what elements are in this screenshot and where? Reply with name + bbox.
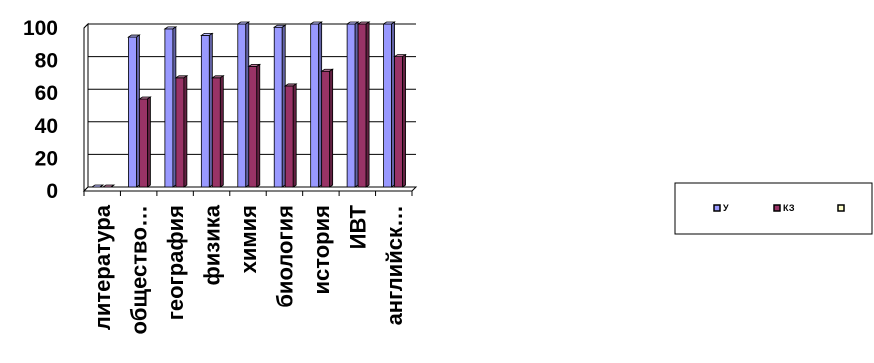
x-category-label: биология [272, 205, 297, 308]
x-category-label: физика [200, 204, 225, 285]
bar [346, 23, 356, 188]
legend: У КЗ [674, 182, 873, 235]
bar-side [147, 96, 151, 188]
legend-swatch [773, 204, 781, 212]
y-tick-label: 20 [35, 147, 58, 170]
bar-side [354, 21, 359, 188]
y-tick-label: 80 [35, 50, 58, 73]
bar-side [183, 75, 188, 188]
bar [139, 98, 148, 188]
bar [211, 77, 221, 188]
bars [90, 21, 407, 188]
bar-side [99, 184, 104, 188]
bar [284, 85, 294, 188]
y-tick-label: 100 [23, 17, 58, 40]
bar-side [219, 75, 224, 188]
y-axis-tick-labels: 0 20 40 60 80 100 [23, 17, 58, 203]
bar [321, 70, 331, 188]
x-category-label: ИВТ [345, 204, 370, 249]
bar [237, 23, 247, 188]
y-tick-label: 60 [35, 82, 58, 105]
bar-side [172, 26, 177, 188]
bar-side [391, 21, 395, 188]
x-category-label: химия [236, 205, 261, 273]
x-category-label: обществo… [127, 205, 152, 335]
bar [175, 77, 185, 188]
legend-swatch [837, 204, 845, 212]
bar-side [256, 63, 261, 188]
bar-side [208, 32, 213, 188]
bar [273, 26, 283, 188]
bar-side [110, 184, 115, 188]
bar-side [136, 34, 140, 188]
floor [82, 186, 418, 192]
x-category-label: история [309, 205, 334, 294]
y-tick-label: 40 [35, 115, 58, 138]
bar [164, 28, 174, 188]
legend-label: КЗ [783, 203, 795, 213]
bar [394, 56, 403, 188]
legend-label: У [723, 203, 729, 213]
legend-swatch [713, 204, 721, 212]
bar [248, 65, 258, 188]
plot-walls [82, 22, 418, 193]
bar [383, 23, 392, 188]
bar [200, 35, 210, 188]
bar-side [245, 21, 250, 188]
bar-side [318, 21, 323, 188]
bar [310, 23, 320, 188]
x-category-label: английск… [382, 205, 407, 325]
x-axis-category-labels: литература обществo… география физика химия б… [90, 204, 407, 334]
bar-side [292, 83, 297, 188]
bar-side [402, 53, 406, 188]
bar-side [281, 24, 286, 188]
bar-side [365, 21, 370, 188]
bar [128, 36, 137, 188]
x-category-label: география [163, 205, 188, 320]
x-category-label: литература [90, 204, 115, 330]
bar [357, 23, 367, 188]
bar-side [329, 68, 334, 188]
y-tick-label: 0 [46, 180, 58, 203]
side-wall [83, 22, 89, 193]
